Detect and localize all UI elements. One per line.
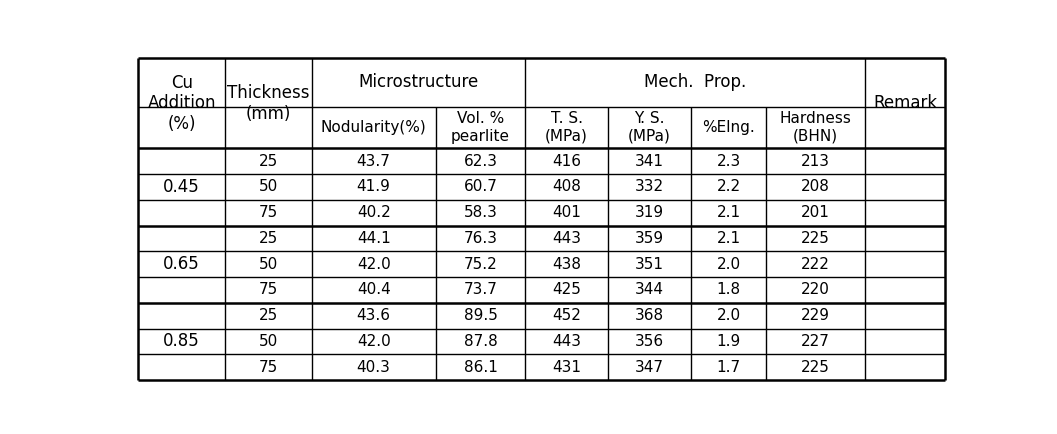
- Text: 60.7: 60.7: [464, 180, 498, 194]
- Text: 356: 356: [635, 334, 664, 349]
- Text: 1.8: 1.8: [717, 283, 741, 297]
- Text: 43.6: 43.6: [356, 308, 391, 323]
- Text: 50: 50: [259, 180, 278, 194]
- Text: 2.2: 2.2: [717, 180, 741, 194]
- Text: 0.45: 0.45: [163, 178, 200, 196]
- Text: 452: 452: [552, 308, 581, 323]
- Text: 443: 443: [552, 334, 581, 349]
- Text: 25: 25: [259, 308, 278, 323]
- Text: 42.0: 42.0: [357, 257, 390, 272]
- Text: 208: 208: [801, 180, 830, 194]
- Text: 0.65: 0.65: [163, 255, 200, 273]
- Text: 73.7: 73.7: [464, 283, 498, 297]
- Text: 89.5: 89.5: [464, 308, 498, 323]
- Text: 62.3: 62.3: [464, 154, 498, 169]
- Text: 75: 75: [259, 283, 278, 297]
- Text: 425: 425: [552, 283, 581, 297]
- Text: 2.1: 2.1: [717, 231, 741, 246]
- Text: 225: 225: [801, 231, 830, 246]
- Text: 0.85: 0.85: [163, 332, 200, 351]
- Text: 2.0: 2.0: [717, 308, 741, 323]
- Text: 225: 225: [801, 360, 830, 375]
- Text: 222: 222: [801, 257, 830, 272]
- Text: 40.3: 40.3: [356, 360, 391, 375]
- Text: 2.3: 2.3: [717, 154, 741, 169]
- Text: 44.1: 44.1: [357, 231, 390, 246]
- Text: Hardness
(BHN): Hardness (BHN): [780, 111, 852, 144]
- Text: 40.2: 40.2: [357, 205, 390, 220]
- Text: Cu
Addition
(%): Cu Addition (%): [147, 73, 216, 133]
- Text: 368: 368: [635, 308, 664, 323]
- Text: Y. S.
(MPa): Y. S. (MPa): [628, 111, 671, 144]
- Text: Remark: Remark: [873, 94, 938, 112]
- Text: 1.9: 1.9: [717, 334, 741, 349]
- Text: 332: 332: [635, 180, 664, 194]
- Text: 2.1: 2.1: [717, 205, 741, 220]
- Text: 401: 401: [552, 205, 581, 220]
- Text: 229: 229: [801, 308, 830, 323]
- Text: 2.0: 2.0: [717, 257, 741, 272]
- Text: Mech.  Prop.: Mech. Prop.: [644, 73, 746, 92]
- Text: 87.8: 87.8: [464, 334, 498, 349]
- Text: 319: 319: [635, 205, 664, 220]
- Text: Nodularity(%): Nodularity(%): [320, 120, 427, 135]
- Text: 50: 50: [259, 334, 278, 349]
- Text: 408: 408: [552, 180, 581, 194]
- Text: Vol. %
pearlite: Vol. % pearlite: [451, 111, 511, 144]
- Text: 220: 220: [801, 283, 830, 297]
- Text: 25: 25: [259, 231, 278, 246]
- Text: 42.0: 42.0: [357, 334, 390, 349]
- Text: %Elng.: %Elng.: [702, 120, 755, 135]
- Text: 443: 443: [552, 231, 581, 246]
- Text: Microstructure: Microstructure: [358, 73, 479, 92]
- Text: Thickness
(mm): Thickness (mm): [227, 84, 310, 123]
- Text: 201: 201: [801, 205, 830, 220]
- Text: 341: 341: [635, 154, 664, 169]
- Text: 50: 50: [259, 257, 278, 272]
- Text: 359: 359: [635, 231, 664, 246]
- Text: 1.7: 1.7: [717, 360, 741, 375]
- Text: 213: 213: [801, 154, 830, 169]
- Text: 43.7: 43.7: [356, 154, 391, 169]
- Text: 75: 75: [259, 360, 278, 375]
- Text: 40.4: 40.4: [357, 283, 390, 297]
- Text: 86.1: 86.1: [464, 360, 498, 375]
- Text: 75.2: 75.2: [464, 257, 498, 272]
- Text: 351: 351: [635, 257, 664, 272]
- Text: 438: 438: [552, 257, 581, 272]
- Text: 227: 227: [801, 334, 830, 349]
- Text: 58.3: 58.3: [464, 205, 498, 220]
- Text: 431: 431: [552, 360, 581, 375]
- Text: T. S.
(MPa): T. S. (MPa): [545, 111, 588, 144]
- Text: 41.9: 41.9: [356, 180, 391, 194]
- Text: 76.3: 76.3: [464, 231, 498, 246]
- Text: 416: 416: [552, 154, 581, 169]
- Text: 25: 25: [259, 154, 278, 169]
- Text: 75: 75: [259, 205, 278, 220]
- Text: 347: 347: [635, 360, 664, 375]
- Text: 344: 344: [635, 283, 664, 297]
